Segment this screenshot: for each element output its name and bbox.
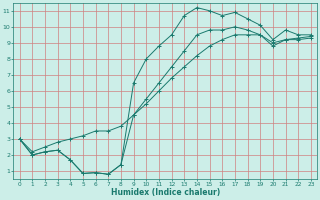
X-axis label: Humidex (Indice chaleur): Humidex (Indice chaleur): [111, 188, 220, 197]
